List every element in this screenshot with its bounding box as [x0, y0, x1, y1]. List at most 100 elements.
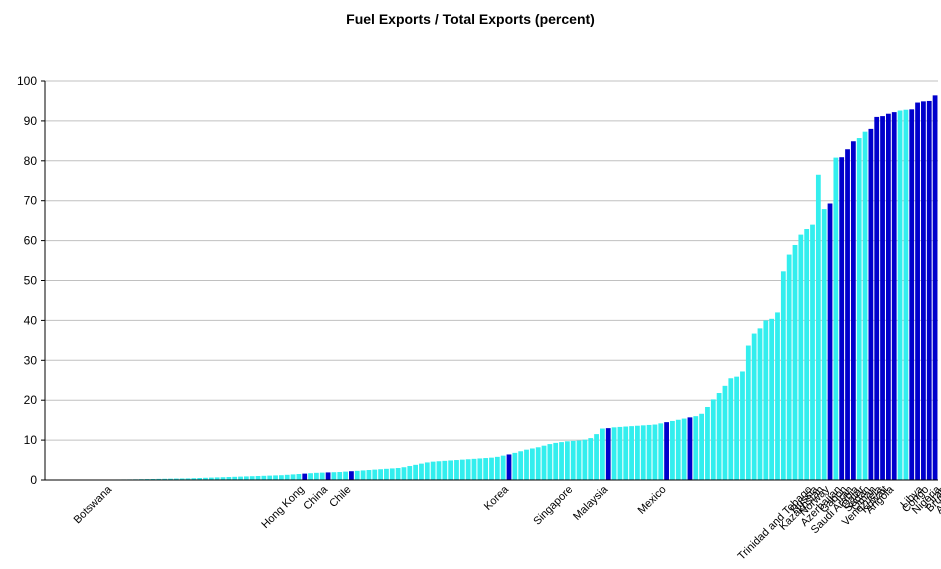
- bar: [897, 110, 903, 480]
- y-tick-label: 0: [30, 473, 37, 487]
- bar: [454, 460, 459, 480]
- bar: [372, 469, 378, 480]
- bar: [850, 141, 856, 480]
- bar: [745, 345, 751, 480]
- y-tick-label: 80: [24, 154, 38, 168]
- bar: [354, 470, 360, 480]
- bar: [243, 476, 249, 480]
- bar: [343, 471, 348, 480]
- bar: [261, 475, 267, 480]
- bar: [278, 475, 284, 480]
- bar: [635, 425, 640, 480]
- bar: [518, 451, 524, 480]
- bar: [448, 460, 454, 480]
- bar: [862, 131, 868, 480]
- bar: [290, 474, 296, 480]
- bar: [325, 472, 331, 480]
- bar: [915, 102, 920, 481]
- bar: [798, 234, 804, 480]
- bar: [559, 442, 564, 480]
- bar: [395, 468, 401, 480]
- bar: [389, 468, 395, 480]
- bar: [366, 470, 372, 480]
- bar: [868, 128, 874, 480]
- bar: [833, 157, 839, 480]
- bar: [197, 478, 203, 480]
- bar: [296, 474, 302, 480]
- bar: [349, 471, 354, 480]
- bar: [162, 478, 168, 480]
- bar: [664, 422, 669, 480]
- bar: [710, 399, 716, 480]
- bar: [582, 439, 588, 480]
- axes: [44, 81, 938, 481]
- bar: [529, 448, 535, 480]
- bar: [494, 456, 500, 480]
- bar: [705, 406, 710, 480]
- bar: [856, 138, 862, 480]
- bar: [413, 464, 419, 480]
- bar: [827, 203, 833, 481]
- bar: [319, 472, 325, 480]
- bar: [675, 419, 681, 480]
- bar: [629, 426, 634, 480]
- y-tick-label: 30: [24, 353, 38, 367]
- bar: [156, 478, 162, 480]
- bar: [821, 209, 827, 481]
- x-category-label: Singapore: [531, 484, 575, 528]
- bar: [238, 476, 243, 480]
- bar: [780, 271, 786, 480]
- bar: [693, 416, 699, 480]
- x-category-label: Botswana: [72, 483, 115, 526]
- y-tick-label: 90: [24, 114, 38, 128]
- x-category-label: China: [301, 483, 330, 512]
- bar: [699, 413, 705, 480]
- bar: [267, 475, 273, 480]
- bar: [891, 112, 897, 480]
- bar: [535, 447, 541, 480]
- bar: [751, 333, 757, 480]
- bar: [424, 462, 430, 480]
- bar: [506, 454, 512, 480]
- bar: [308, 473, 313, 480]
- bar: [208, 477, 214, 480]
- bar: [792, 244, 798, 480]
- x-category-label: Korea: [482, 483, 512, 513]
- bar: [757, 328, 763, 480]
- bar: [360, 470, 366, 480]
- x-category-label: Hong Kong: [259, 484, 306, 531]
- bar: [611, 427, 617, 480]
- bar: [255, 476, 261, 480]
- bar: [179, 478, 185, 480]
- bar: [734, 376, 740, 480]
- bar: [617, 426, 623, 480]
- bar: [681, 418, 687, 480]
- bar: [804, 229, 810, 480]
- bar: [903, 109, 909, 480]
- bar: [600, 428, 605, 480]
- bar: [173, 478, 179, 480]
- bar: [512, 452, 518, 480]
- bar: [687, 417, 693, 480]
- bar: [273, 475, 278, 480]
- bars: [45, 95, 938, 481]
- bar: [815, 174, 821, 480]
- x-category-label: Mexico: [636, 484, 669, 517]
- bar: [775, 312, 780, 480]
- y-tick-label: 20: [24, 393, 38, 407]
- bar: [168, 478, 173, 480]
- bar: [652, 424, 658, 480]
- bar: [185, 478, 191, 480]
- bar: [880, 116, 885, 480]
- bar: [769, 318, 775, 480]
- y-axis-ticks: 0 10 20 30 40 50 60 70 80 90 100: [17, 74, 45, 487]
- bar: [401, 467, 407, 480]
- bar: [547, 444, 553, 480]
- bar: [810, 224, 815, 480]
- bar: [436, 461, 442, 480]
- bar: [740, 371, 745, 480]
- bar: [646, 424, 652, 480]
- bar: [191, 478, 197, 480]
